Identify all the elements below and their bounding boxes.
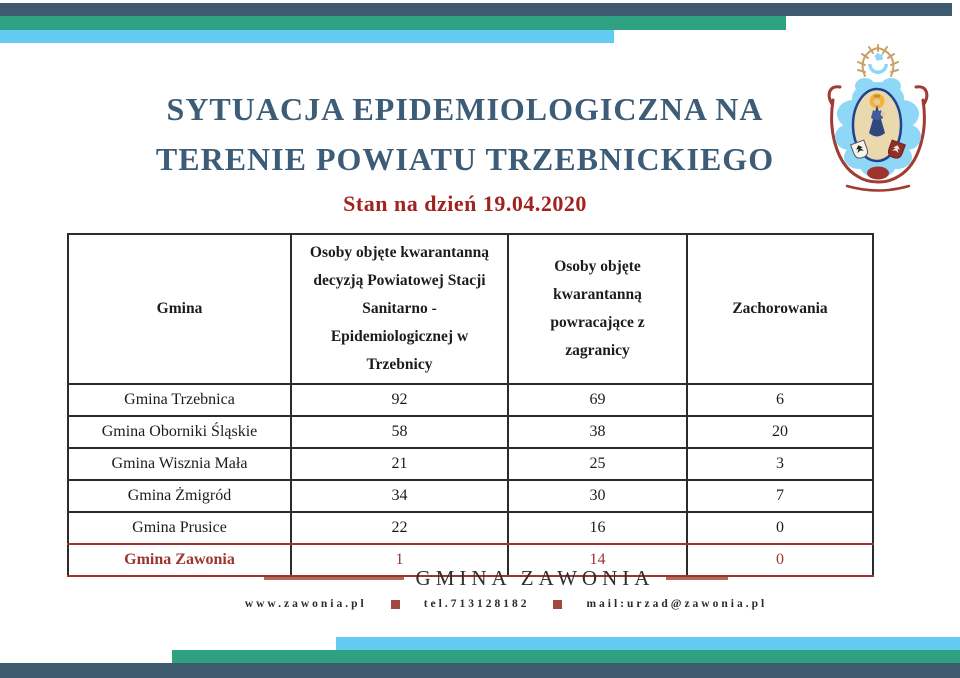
- column-header-cases: Zachorowania: [686, 233, 874, 385]
- table-row-prusice: Gmina Prusice 22 16 0: [67, 511, 874, 545]
- footer-website: www.zawonia.pl: [244, 598, 367, 610]
- report-date: Stan na dzień 19.04.2020: [343, 191, 587, 216]
- cell-cases: 0: [686, 511, 874, 545]
- cell-quarantine-abroad: 16: [507, 511, 688, 545]
- footer-phone: tel.713128182: [423, 598, 530, 610]
- cell-quarantine-abroad: 69: [507, 383, 688, 417]
- cell-gmina: Gmina Prusice: [67, 511, 292, 545]
- bottom-bar-teal: [172, 650, 960, 663]
- powiat-coat-of-arms-icon: [827, 44, 929, 192]
- table-row-wisznia-mala: Gmina Wisznia Mała 21 25 3: [67, 447, 874, 481]
- page-title-line2: TERENIE POWIATU TRZEBNICKIEGO: [155, 141, 775, 177]
- table-row-zawonia: Gmina Zawonia 1 14 0: [67, 543, 874, 577]
- top-bar-lightblue: [0, 30, 614, 43]
- cell-cases: 20: [686, 415, 874, 449]
- cell-quarantine-decision: 22: [290, 511, 509, 545]
- epidemiology-table: Gmina Osoby objęte kwarantanną decyzją P…: [67, 233, 874, 577]
- footer-rule-left: [263, 577, 404, 580]
- top-bar-dark: [0, 3, 952, 16]
- cell-gmina: Gmina Oborniki Śląskie: [67, 415, 292, 449]
- page-title-line1: SYTUACJA EPIDEMIOLOGICZNA NA: [166, 91, 764, 127]
- table-row-trzebnica: Gmina Trzebnica 92 69 6: [67, 383, 874, 417]
- cell-gmina: Gmina Żmigród: [67, 479, 292, 513]
- table-header-row: Gmina Osoby objęte kwarantanną decyzją P…: [67, 233, 874, 385]
- footer-contact-band: www.zawonia.pl tel.713128182 mail:urzad@…: [46, 598, 960, 610]
- cell-quarantine-abroad: 14: [507, 543, 688, 577]
- footer-email: mail:urzad@zawonia.pl: [586, 598, 768, 610]
- footer-municipality-name: GMINA ZAWONIA: [415, 566, 655, 590]
- square-separator-icon: [553, 599, 563, 609]
- table-row-zmigrod: Gmina Żmigród 34 30 7: [67, 479, 874, 513]
- cell-quarantine-decision: 21: [290, 447, 509, 481]
- column-header-quarantine-abroad: Osoby objęte kwarantanną powracające z z…: [507, 233, 688, 385]
- bottom-bar-dark: [0, 663, 960, 678]
- cell-gmina: Gmina Wisznia Mała: [67, 447, 292, 481]
- cell-gmina: Gmina Trzebnica: [67, 383, 292, 417]
- footer-rule-right: [666, 577, 729, 580]
- report-heading: SYTUACJA EPIDEMIOLOGICZNA NA TERENIE POW…: [0, 84, 930, 217]
- footer-municipality-band: GMINA ZAWONIA: [36, 566, 956, 591]
- cell-quarantine-abroad: 30: [507, 479, 688, 513]
- top-bar-teal: [0, 16, 786, 30]
- cell-quarantine-decision: 34: [290, 479, 509, 513]
- bottom-bar-lightblue: [336, 637, 960, 650]
- cell-cases: 7: [686, 479, 874, 513]
- table-row-oborniki: Gmina Oborniki Śląskie 58 38 20: [67, 415, 874, 449]
- column-header-gmina: Gmina: [67, 233, 292, 385]
- cell-cases: 0: [686, 543, 874, 577]
- cell-quarantine-decision: 1: [290, 543, 509, 577]
- cell-gmina: Gmina Zawonia: [67, 543, 292, 577]
- square-separator-icon: [390, 599, 400, 609]
- cell-quarantine-abroad: 25: [507, 447, 688, 481]
- cell-quarantine-decision: 92: [290, 383, 509, 417]
- cell-quarantine-decision: 58: [290, 415, 509, 449]
- cell-cases: 6: [686, 383, 874, 417]
- column-header-quarantine-decision: Osoby objęte kwarantanną decyzją Powiato…: [290, 233, 509, 385]
- cell-quarantine-abroad: 38: [507, 415, 688, 449]
- cell-cases: 3: [686, 447, 874, 481]
